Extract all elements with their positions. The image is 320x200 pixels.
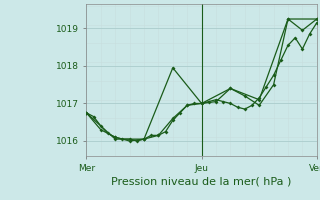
X-axis label: Pression niveau de la mer( hPa ): Pression niveau de la mer( hPa ) <box>111 177 292 187</box>
